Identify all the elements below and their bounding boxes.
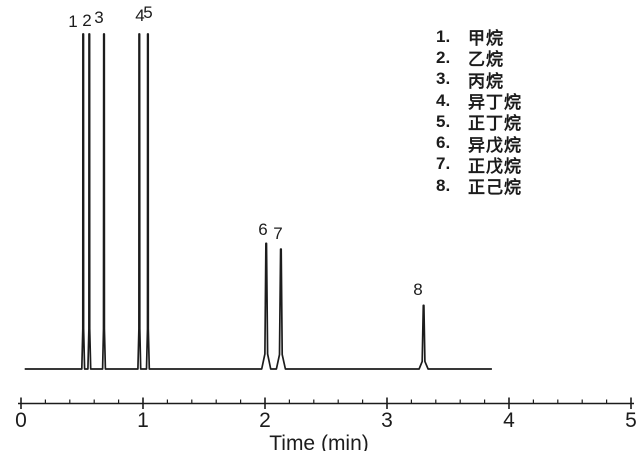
peak-number-label: 8: [413, 280, 422, 299]
legend-item: 7. 正戊烷: [436, 154, 522, 176]
legend-item: 8. 正己烷: [436, 175, 522, 198]
legend-item-name: 正戊烷: [468, 156, 522, 176]
legend-item-number: 2.: [436, 47, 451, 67]
legend-item-number: 5.: [436, 111, 451, 131]
peak-number-label: 3: [94, 8, 103, 27]
legend-item-name: 异戊烷: [468, 135, 522, 155]
legend-item-number: 8.: [436, 175, 451, 195]
legend-item: 4. 异丁烷: [436, 90, 522, 113]
legend-item-name: 异丁烷: [468, 93, 522, 113]
peak-legend: 1. 甲烷 2. 乙烷 3. 丙烷 4. 异丁烷 5. 正丁烷 6. 异戊烷 7. 正戊烷 8. 正己烷: [436, 26, 522, 198]
peak-number-label: 5: [143, 3, 152, 22]
legend-item-number: 6.: [436, 133, 451, 153]
legend-item-name: 甲烷: [468, 29, 504, 49]
peak-number-label: 7: [273, 224, 282, 243]
chromatogram-trace: [24, 33, 492, 370]
peak-number-label: 4: [135, 6, 144, 25]
legend-item: 2. 乙烷: [436, 47, 522, 70]
x-axis-tick-label: 5: [625, 409, 637, 432]
x-axis-tick-label: 0: [15, 409, 27, 432]
x-axis-title: Time (min): [269, 432, 369, 451]
peak-number-label: 1: [68, 12, 77, 31]
legend-item-name: 正己烷: [468, 178, 522, 198]
legend-item-number: 1.: [436, 26, 451, 46]
x-axis-tick-label: 1: [137, 409, 149, 432]
legend-item-number: 4.: [436, 90, 451, 110]
legend-item: 5. 正丁烷: [436, 111, 522, 134]
x-axis-tick-label: 3: [381, 409, 393, 432]
legend-item: 3. 丙烷: [436, 69, 522, 91]
legend-item-number: 7.: [436, 154, 451, 174]
legend-item: 6. 异戊烷: [436, 132, 522, 155]
x-axis-tick-label: 4: [503, 409, 515, 432]
peak-number-label: 6: [258, 220, 267, 239]
legend-item-number: 3.: [436, 69, 451, 89]
legend-item-name: 丙烷: [468, 71, 504, 91]
legend-item-name: 正丁烷: [468, 114, 522, 134]
legend-item: 1. 甲烷: [436, 26, 522, 49]
peak-number-label: 2: [82, 11, 91, 30]
x-axis-tick-label: 2: [259, 409, 271, 432]
legend-item-name: 乙烷: [468, 50, 504, 70]
